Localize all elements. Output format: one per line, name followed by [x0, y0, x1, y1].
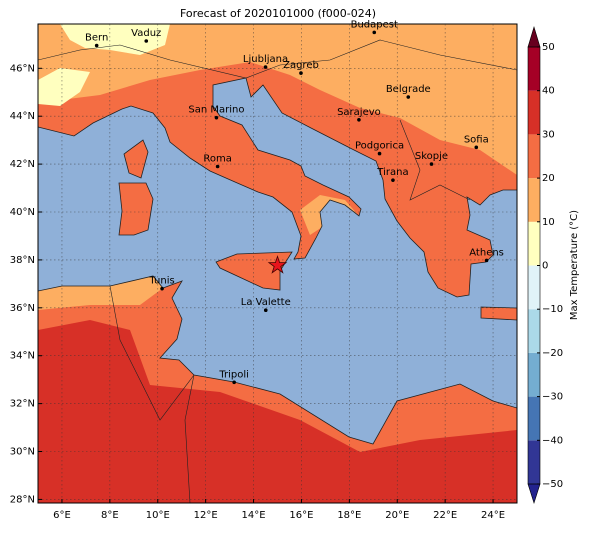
map-title: Forecast of 2020101000 (f000-024): [180, 7, 376, 20]
city-marker: [429, 162, 434, 166]
colorbar-label: Max Temperature (°C): [569, 210, 580, 320]
city-marker: [406, 95, 411, 99]
sicily: [215, 251, 293, 291]
alpine-land: [38, 68, 90, 106]
y-tick-label: 34°N: [10, 351, 35, 362]
map-frame: [37, 23, 518, 504]
colorbar-bin: [528, 396, 540, 441]
city-marker: [263, 65, 268, 69]
x-tick-label: 10°E: [146, 510, 170, 521]
y-tick-label: 36°N: [10, 303, 35, 314]
city-label: Zagreb: [283, 60, 319, 71]
colorbar-bin: [528, 440, 540, 484]
y-tick-label: 40°N: [10, 207, 35, 218]
city-label: Sofia: [464, 134, 489, 145]
colorbar-tick-label: 30: [542, 129, 555, 140]
city-marker: [263, 308, 268, 313]
city-marker: [484, 258, 489, 263]
colorbar-tick-label: 0: [542, 261, 548, 272]
colorbar-bin: [528, 134, 540, 179]
y-tick-label: 38°N: [10, 255, 35, 266]
colorbar-tick-label: 20: [542, 173, 555, 184]
colorbar-under: [527, 483, 541, 504]
city-label: Tirana: [376, 167, 408, 178]
star-marker: [267, 255, 288, 274]
city-label: Vaduz: [131, 28, 161, 39]
colorbar-tick-label: 40: [542, 86, 555, 97]
city-label: Ljubljana: [243, 54, 288, 65]
city-marker: [357, 118, 361, 122]
x-tick-label: 20°E: [385, 510, 409, 521]
y-tick-label: 30°N: [10, 447, 35, 458]
colorbar-bin: [528, 352, 540, 397]
x-tick-label: 12°E: [194, 510, 218, 521]
corsica: [123, 139, 149, 179]
city-marker: [474, 145, 479, 150]
colorbar-tick-label: −10: [542, 304, 563, 315]
city-label: Roma: [203, 154, 232, 165]
colorbar-bin: [528, 90, 540, 135]
y-tick-label: 28°N: [10, 494, 35, 505]
colorbar-tick-label: −50: [542, 479, 563, 490]
city-label: San Marino: [188, 105, 244, 116]
city-label: Sarajevo: [337, 107, 381, 118]
colorbar-bin: [528, 309, 540, 353]
city-label: Bern: [85, 33, 108, 44]
city-marker: [232, 380, 236, 385]
x-tick-label: 24°E: [481, 510, 505, 521]
y-tick-label: 32°N: [10, 399, 35, 410]
x-tick-label: 22°E: [433, 510, 457, 521]
colorbar-bin: [528, 265, 540, 310]
alpine-land: [60, 24, 170, 55]
city-marker: [299, 71, 303, 75]
colorbar-bin: [528, 47, 540, 91]
colorbar-tick-label: −20: [542, 348, 563, 359]
border: [184, 374, 195, 503]
city-marker: [377, 151, 382, 156]
x-tick-label: 6°E: [53, 510, 71, 521]
sardinia: [118, 182, 154, 236]
city-marker: [94, 43, 99, 48]
border: [399, 119, 471, 201]
y-tick-label: 46°N: [10, 63, 35, 74]
colorbar-tick-label: −40: [542, 435, 563, 446]
city-label: Tripoli: [218, 369, 249, 380]
city-label: Tunis: [148, 276, 174, 287]
x-tick-label: 18°E: [337, 510, 361, 521]
x-tick-label: 16°E: [289, 510, 313, 521]
x-tick-label: 14°E: [242, 510, 266, 521]
city-marker: [160, 286, 164, 291]
colorbar-tick-label: 10: [542, 217, 555, 228]
cool-land: [38, 276, 163, 310]
city-marker: [391, 178, 395, 182]
city-label: La Valette: [241, 297, 291, 308]
city-label: Belgrade: [386, 84, 431, 95]
city-label: Skopje: [415, 151, 448, 162]
border: [38, 39, 517, 79]
x-tick-label: 8°E: [101, 510, 119, 521]
city-marker: [215, 164, 220, 169]
city-label: Budapest: [351, 19, 398, 30]
city-label: Podgorica: [355, 141, 404, 152]
colorbar-tick-label: −30: [542, 392, 563, 403]
border: [109, 285, 195, 421]
city-marker: [144, 39, 149, 43]
y-tick-label: 44°N: [10, 111, 35, 122]
colorbar-over: [527, 25, 541, 48]
city-marker: [214, 115, 219, 120]
y-tick-label: 42°N: [10, 159, 35, 170]
colorbar-bin: [528, 178, 540, 222]
cool-land: [38, 24, 517, 175]
city-label: Athens: [469, 247, 504, 258]
city-marker: [372, 30, 377, 35]
colorbar-bin: [528, 221, 540, 266]
crete: [480, 306, 517, 321]
colorbar-tick-label: 50: [542, 42, 555, 53]
